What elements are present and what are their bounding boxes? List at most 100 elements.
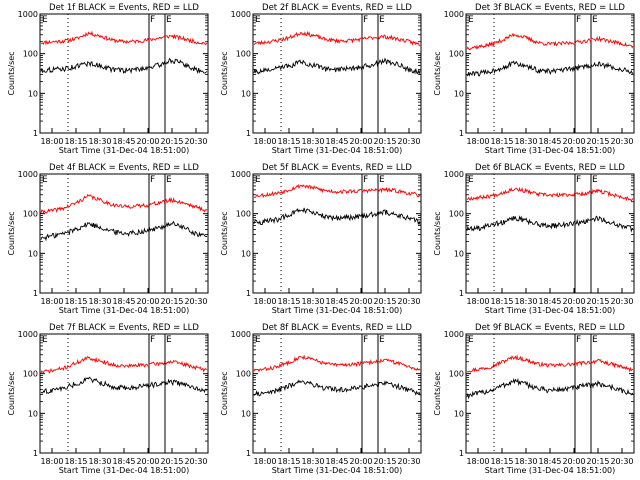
y-tick-label: 1 [33,129,38,138]
x-tick-label: 18:30 [514,297,537,306]
x-axis-label: Start Time (31-Dec-04 18:51:00) [59,306,190,315]
plot-frame [252,13,422,134]
y-axis-label: Counts/sec [7,211,16,255]
x-tick-label: 20:00 [562,457,585,466]
y-axis-label: Counts/sec [220,51,229,95]
x-axis-label: Start Time (31-Dec-04 18:51:00) [485,466,616,475]
x-tick-label: 20:00 [349,457,372,466]
marker-label-e-left: E [42,15,48,25]
x-tick-label: 18:00 [40,457,63,466]
detector-panel-8: Det 8f BLACK = Events, RED = LLD 1 10 100 10… [220,323,422,475]
events-series-line [40,57,208,75]
x-tick-label: 18:45 [538,297,561,306]
y-tick-label: 1000 [18,170,38,179]
marker-label-f: F [150,15,155,25]
marker-label-f: F [150,335,155,345]
x-tick-label: 20:30 [397,457,420,466]
y-tick-label: 1 [33,449,38,458]
x-tick-label: 18:45 [538,137,561,146]
x-tick-label: 18:45 [325,457,348,466]
y-tick-label: 100 [236,210,251,219]
marker-label-e-left: E [468,335,474,345]
x-tick-label: 20:15 [586,137,609,146]
x-tick-label: 18:45 [538,457,561,466]
x-tick-label: 20:15 [373,457,396,466]
detector-panel-6: Det 6f BLACK = Events, RED = LLD 1 10 100 10… [433,163,635,315]
x-tick-label: 18:00 [253,137,276,146]
y-tick-label: 100 [236,370,251,379]
marker-label-f: F [363,335,368,345]
panel-title: Det 7f BLACK = Events, RED = LLD [49,323,199,333]
x-tick-label: 20:15 [373,137,396,146]
marker-label-f: F [363,15,368,25]
marker-label-e-right: E [592,15,598,25]
x-axis-label: Start Time (31-Dec-04 18:51:00) [59,466,190,475]
x-tick-label: 18:00 [40,137,63,146]
y-tick-label: 10 [454,89,464,98]
x-tick-label: 20:00 [562,137,585,146]
panel-title: Det 6f BLACK = Events, RED = LLD [475,163,625,173]
panel-title: Det 8f BLACK = Events, RED = LLD [262,323,412,333]
x-tick-label: 18:15 [64,137,87,146]
plot-frame [465,333,635,454]
x-tick-label: 18:30 [301,457,324,466]
detector-panel-7: Det 7f BLACK = Events, RED = LLD 1 10 100 10… [7,323,209,475]
panel-title: Det 1f BLACK = Events, RED = LLD [49,3,199,13]
y-tick-label: 1000 [444,330,464,339]
y-tick-label: 1000 [444,170,464,179]
lld-series-line [253,354,421,373]
plot-frame [465,173,635,294]
x-tick-label: 20:15 [586,457,609,466]
marker-label-f: F [150,175,155,185]
x-tick-label: 18:45 [325,137,348,146]
lld-series-line [40,193,208,215]
lld-series-line [466,32,634,50]
x-tick-label: 18:30 [88,137,111,146]
events-series-line [466,215,634,233]
plot-frame [39,333,209,454]
events-series-line [466,60,634,77]
x-tick-label: 18:00 [466,137,489,146]
y-tick-label: 1 [459,289,464,298]
y-tick-label: 10 [454,409,464,418]
x-tick-label: 20:30 [397,137,420,146]
marker-label-e-right: E [166,15,172,25]
x-tick-label: 20:15 [160,137,183,146]
y-tick-label: 1 [246,449,251,458]
y-tick-label: 100 [23,370,38,379]
panel-title: Det 2f BLACK = Events, RED = LLD [262,3,412,13]
marker-label-e-left: E [255,15,261,25]
x-tick-label: 20:00 [136,137,159,146]
x-tick-label: 18:15 [490,297,513,306]
marker-label-e-right: E [592,175,598,185]
marker-label-f: F [576,15,581,25]
marker-label-e-right: E [592,335,598,345]
events-series-line [466,377,634,400]
y-tick-label: 100 [23,50,38,59]
x-axis-label: Start Time (31-Dec-04 18:51:00) [272,306,403,315]
panel-title: Det 9f BLACK = Events, RED = LLD [475,323,625,333]
x-tick-label: 20:30 [184,137,207,146]
y-axis-label: Counts/sec [433,211,442,255]
plot-frame [39,13,209,134]
y-axis-label: Counts/sec [433,51,442,95]
x-tick-label: 20:30 [184,297,207,306]
lld-series-line [466,186,634,202]
x-tick-label: 20:00 [349,297,372,306]
lld-series-line [253,30,421,47]
x-tick-label: 18:15 [490,457,513,466]
y-axis-label: Counts/sec [433,371,442,415]
x-axis-label: Start Time (31-Dec-04 18:51:00) [272,466,403,475]
x-tick-label: 18:30 [88,297,111,306]
x-tick-label: 18:30 [88,457,111,466]
marker-label-e-right: E [379,15,385,25]
y-tick-label: 10 [454,249,464,258]
x-tick-label: 20:15 [160,457,183,466]
marker-label-e-left: E [42,335,48,345]
x-tick-label: 18:15 [64,457,87,466]
detector-panel-9: Det 9f BLACK = Events, RED = LLD 1 10 100 10… [433,323,635,475]
panel-title: Det 3f BLACK = Events, RED = LLD [475,3,625,13]
marker-label-e-left: E [468,175,474,185]
y-tick-label: 100 [449,370,464,379]
x-axis-label: Start Time (31-Dec-04 18:51:00) [485,146,616,155]
